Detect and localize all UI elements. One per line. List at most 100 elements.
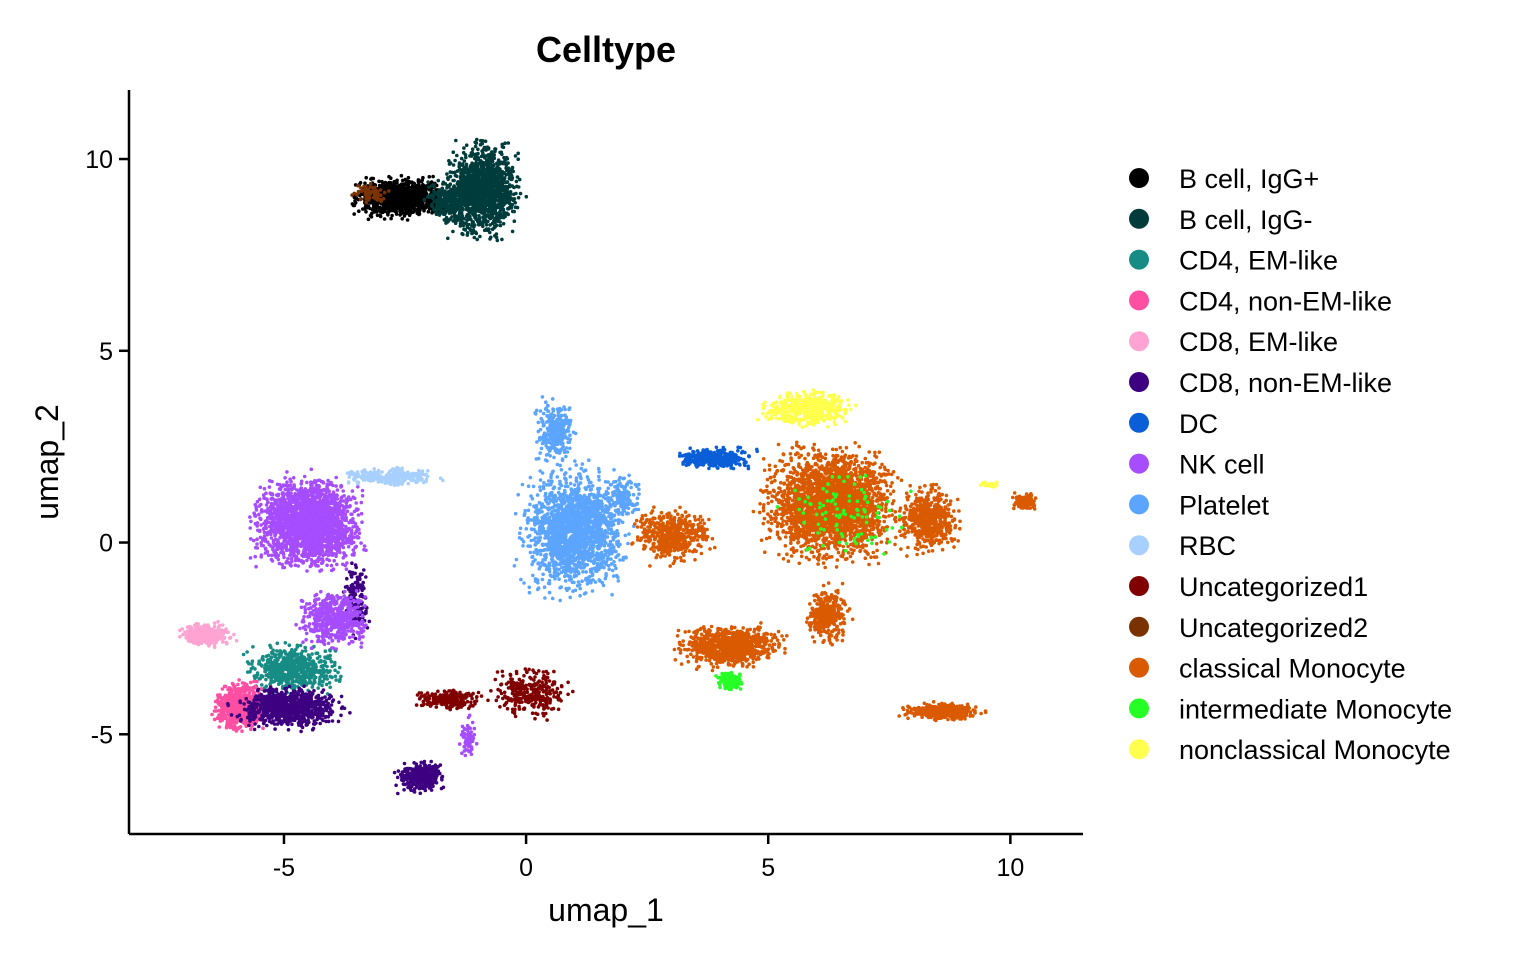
scatter-point — [313, 680, 317, 685]
scatter-point — [239, 707, 243, 712]
scatter-point — [493, 176, 498, 180]
scatter-point — [453, 216, 458, 221]
scatter-point — [246, 670, 250, 674]
scatter-point — [501, 179, 506, 183]
scatter-point — [439, 192, 443, 197]
scatter-point — [503, 158, 507, 163]
scatter-point — [439, 211, 444, 215]
scatter-point — [336, 719, 341, 724]
scatter-point — [411, 198, 416, 202]
scatter-point — [339, 694, 344, 699]
scatter-point — [251, 691, 256, 695]
scatter-point — [252, 727, 257, 732]
scatter-point — [507, 197, 512, 201]
scatter-point — [512, 219, 517, 223]
scatter-point — [400, 206, 404, 210]
scatter-point — [379, 202, 384, 206]
scatter-point — [491, 200, 496, 204]
scatter-point — [472, 156, 477, 161]
scatter-point — [273, 727, 277, 731]
scatter-point — [394, 181, 399, 185]
scatter-point — [453, 213, 457, 218]
scatter-point — [301, 692, 305, 696]
scatter-point — [463, 228, 468, 232]
scatter-point — [252, 702, 257, 706]
scatter-point — [280, 672, 285, 677]
scatter-point — [315, 656, 320, 661]
scatter-point — [267, 671, 272, 676]
scatter-point — [484, 202, 489, 206]
scatter-point — [466, 231, 470, 235]
scatter-point — [499, 205, 504, 209]
scatter-point — [284, 677, 288, 682]
scatter-point — [431, 196, 435, 201]
scatter-point — [507, 169, 512, 173]
scatter-point — [252, 674, 257, 678]
scatter-point — [213, 705, 218, 710]
scatter-point — [330, 719, 335, 723]
scatter-point — [487, 227, 491, 231]
scatter-point — [309, 668, 314, 672]
scatter-point — [392, 207, 397, 212]
scatter-point — [488, 207, 493, 212]
scatter-point — [482, 228, 487, 233]
scatter-point — [352, 195, 357, 200]
scatter-point — [498, 223, 503, 228]
scatter-point — [442, 218, 447, 222]
scatter-point — [470, 147, 475, 151]
scatter-point — [363, 181, 367, 185]
scatter-point — [279, 690, 284, 695]
scatter-point — [290, 716, 295, 721]
scatter-point — [506, 141, 511, 145]
scatter-point — [314, 651, 319, 656]
scatter-point — [496, 219, 501, 223]
scatter-point — [415, 188, 420, 193]
scatter-point — [180, 627, 184, 631]
scatter-point — [278, 649, 283, 653]
scatter-point — [427, 185, 431, 189]
scatter-point — [472, 181, 477, 185]
scatter-point — [474, 141, 479, 145]
scatter-point — [298, 643, 303, 648]
scatter-point — [210, 712, 214, 717]
scatter-point — [417, 193, 422, 198]
scatter-point — [480, 149, 484, 153]
scatter-point — [284, 686, 289, 691]
scatter-point — [458, 218, 463, 223]
scatter-point — [220, 623, 225, 627]
scatter-point — [452, 178, 456, 183]
scatter-point — [375, 213, 380, 218]
scatter-point — [178, 635, 182, 639]
scatter-point — [397, 192, 402, 197]
scatter-point — [414, 183, 418, 188]
scatter-point — [505, 194, 510, 198]
scatter-point — [257, 661, 262, 666]
scatter-point — [462, 159, 467, 163]
scatter-point — [501, 193, 506, 197]
scatter-point — [361, 207, 365, 211]
scatter-point — [486, 153, 491, 157]
scatter-point — [357, 209, 361, 213]
scatter-point — [423, 206, 428, 210]
scatter-point — [238, 700, 243, 705]
scatter-point — [226, 703, 230, 708]
scatter-point — [193, 641, 198, 646]
scatter-point — [447, 162, 452, 166]
scatter-point — [479, 154, 484, 159]
scatter-point — [271, 661, 276, 666]
scatter-point — [509, 173, 514, 178]
scatter-point — [473, 161, 478, 166]
scatter-point — [431, 174, 435, 179]
scatter-point — [314, 702, 318, 707]
scatter-point — [403, 197, 407, 201]
scatter-point — [382, 217, 387, 221]
scatter-point — [524, 194, 529, 199]
scatter-point — [459, 179, 463, 183]
scatter-point — [440, 186, 445, 191]
scatter-point — [405, 218, 410, 222]
scatter-point — [447, 159, 451, 163]
scatter-point — [183, 630, 187, 635]
scatter-point — [224, 640, 229, 645]
scatter-point — [253, 722, 257, 726]
scatter-point — [505, 180, 510, 184]
